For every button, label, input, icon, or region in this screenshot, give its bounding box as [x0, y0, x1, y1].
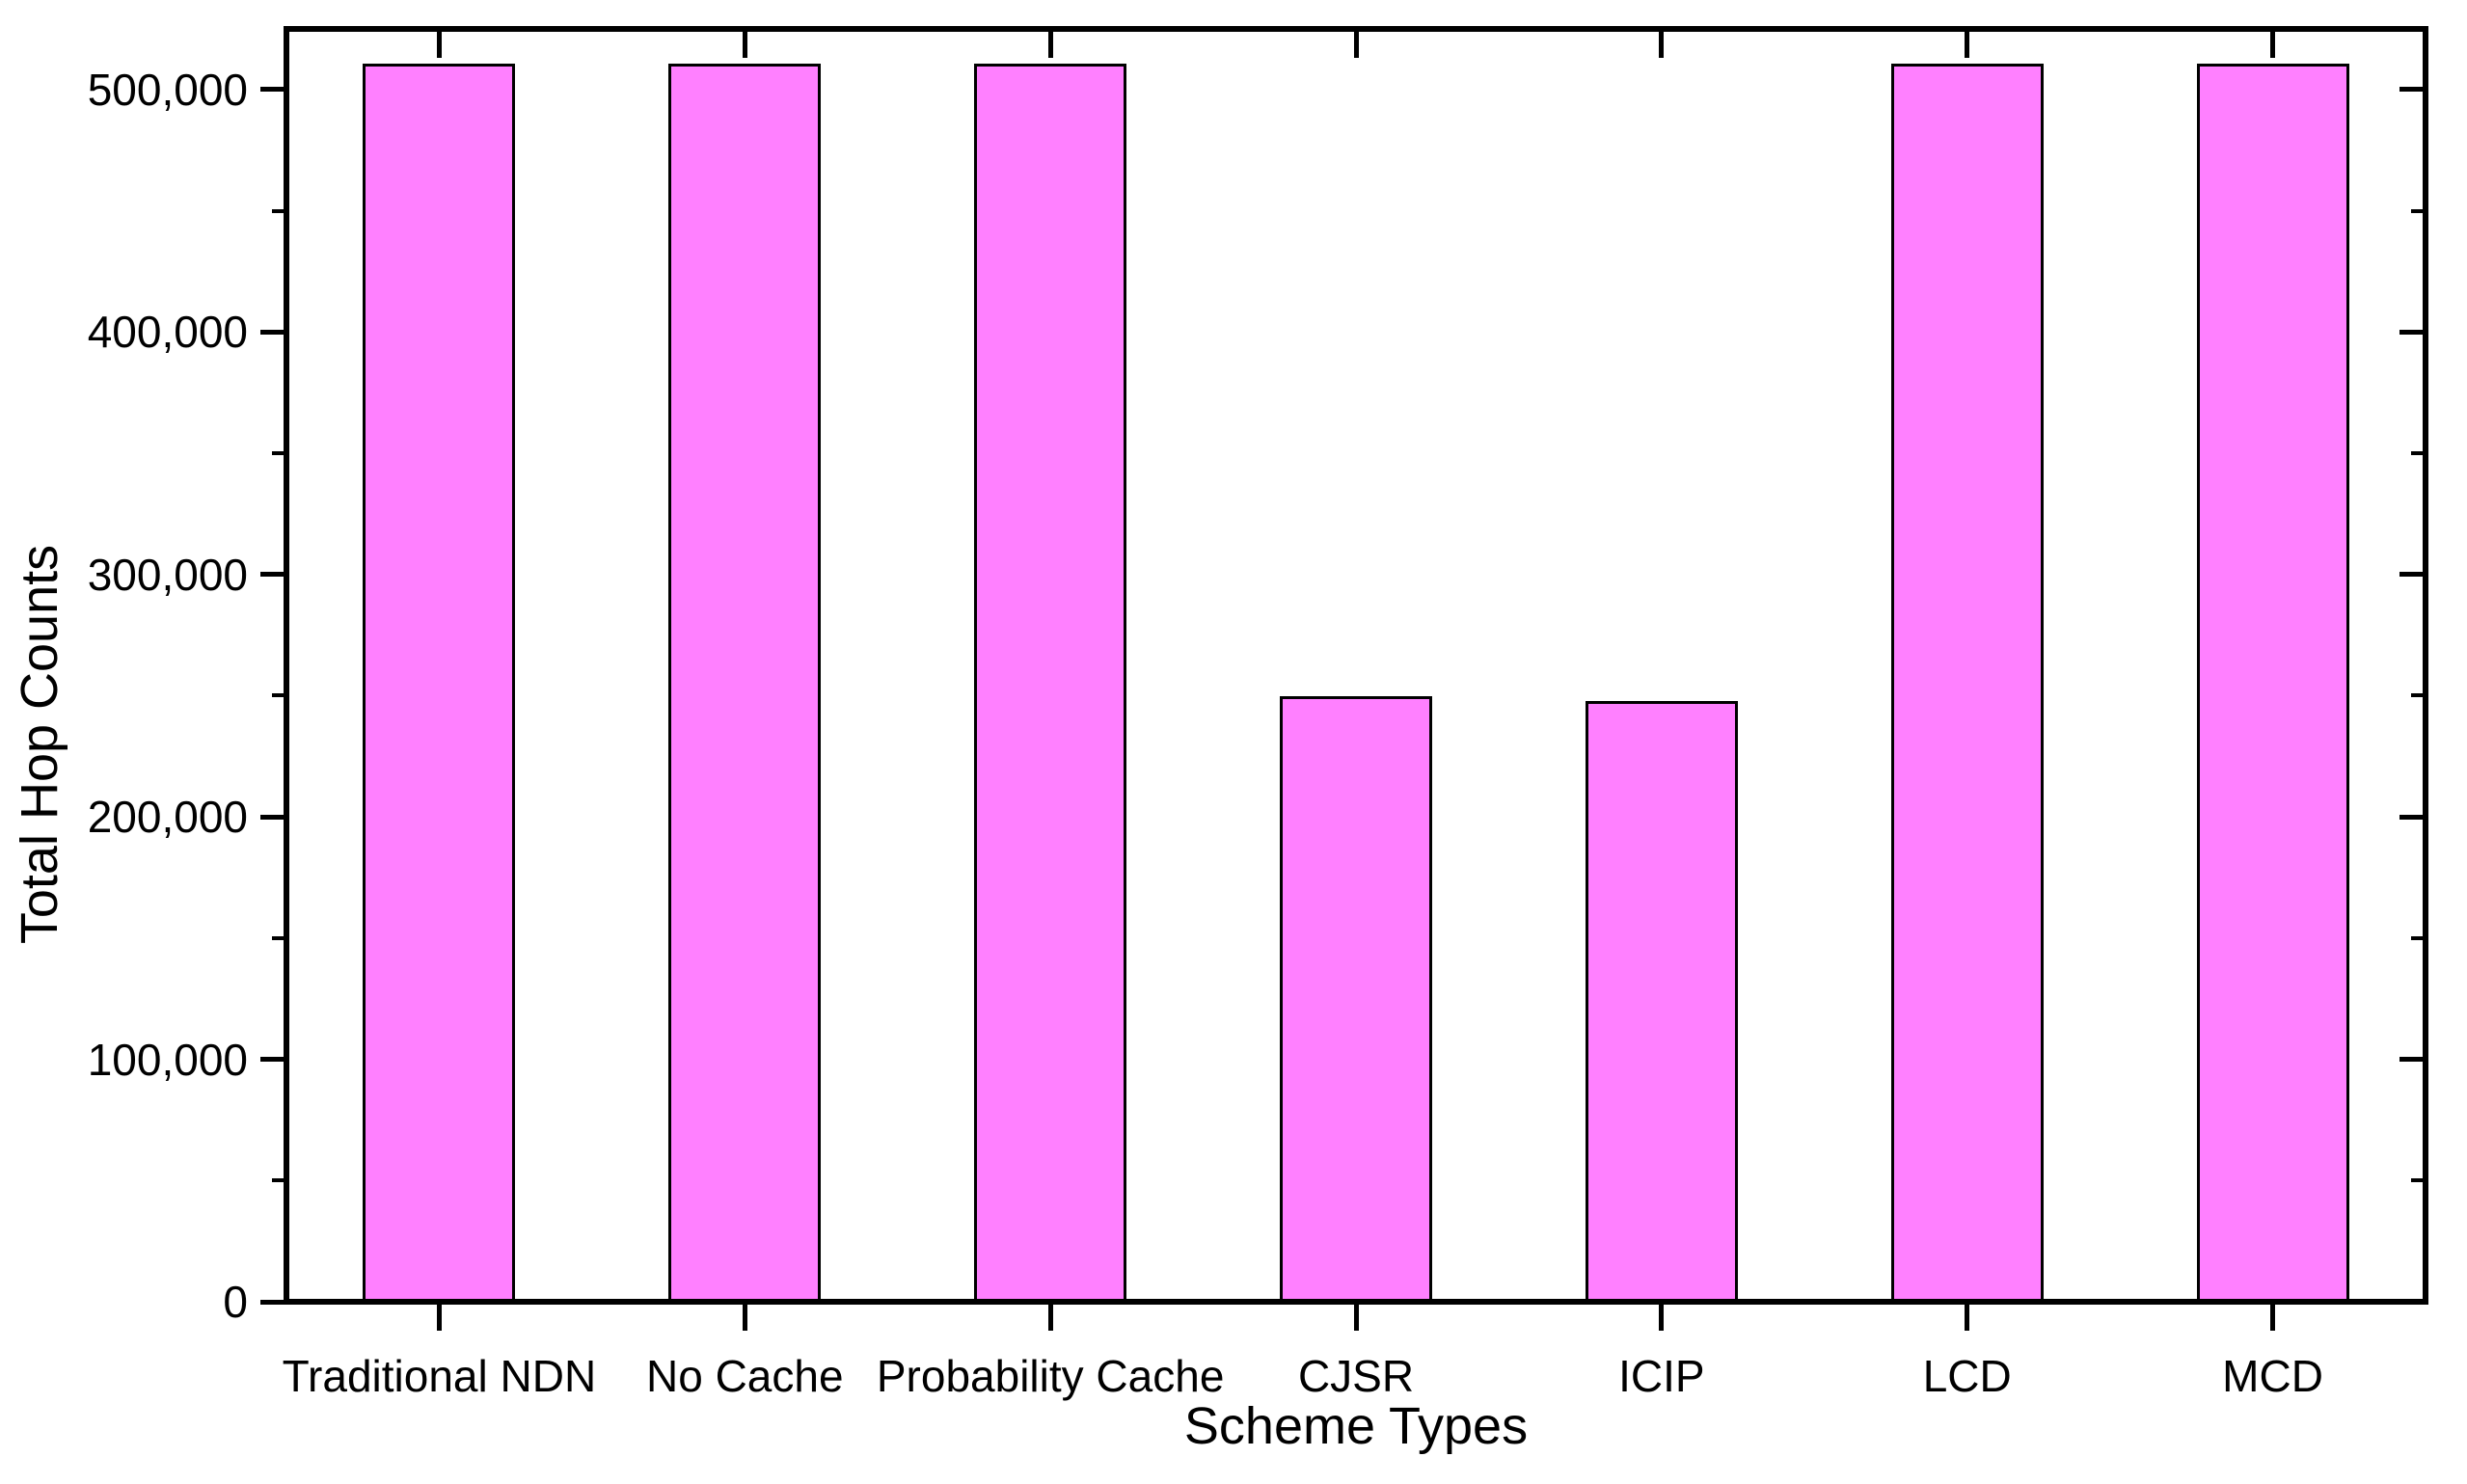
x-axis-title: Scheme Types: [1183, 1397, 1529, 1455]
x-tick-label: ICIP: [1618, 1351, 1705, 1401]
bar-lcd: [1890, 64, 2044, 1303]
bar-traditional-ndn: [363, 64, 516, 1303]
y-major-tick-right: [2399, 87, 2426, 93]
x-tick-bottom: [2270, 1305, 2276, 1331]
x-tick-label: No Cache: [646, 1351, 844, 1401]
y-minor-tick-left: [272, 451, 286, 455]
y-tick-label: 200,000: [87, 792, 248, 843]
y-minor-tick-right: [2411, 1178, 2426, 1183]
y-minor-tick-left: [272, 1178, 286, 1183]
x-tick-bottom: [1353, 1305, 1359, 1331]
x-tick-top: [1047, 32, 1053, 58]
y-minor-tick-left: [272, 208, 286, 213]
x-tick-top: [1659, 32, 1665, 58]
y-major-tick-left: [260, 87, 286, 93]
bar-probability-cache: [974, 64, 1127, 1303]
y-minor-tick-right: [2411, 208, 2426, 213]
y-tick-label: 400,000: [87, 307, 248, 358]
y-major-tick-right: [2399, 1057, 2426, 1063]
bar-icip: [1585, 701, 1738, 1303]
y-major-tick-left: [260, 1299, 286, 1305]
y-major-tick-right: [2399, 329, 2426, 335]
x-tick-top: [1353, 32, 1359, 58]
y-major-tick-left: [260, 572, 286, 578]
x-tick-label: LCD: [1922, 1351, 2012, 1401]
bar-no-cache: [668, 64, 822, 1303]
y-minor-tick-right: [2411, 451, 2426, 455]
bar-cjsr: [1280, 696, 1432, 1303]
x-tick-top: [436, 32, 442, 58]
y-major-tick-left: [260, 329, 286, 335]
x-tick-label: Probability Cache: [876, 1351, 1225, 1401]
y-minor-tick-left: [272, 693, 286, 698]
x-tick-bottom: [436, 1305, 442, 1331]
y-major-tick-left: [260, 814, 286, 820]
x-tick-bottom: [742, 1305, 747, 1331]
bar-mcd: [2196, 64, 2349, 1303]
x-tick-top: [1965, 32, 1970, 58]
x-tick-top: [742, 32, 747, 58]
x-tick-label: MCD: [2222, 1351, 2323, 1401]
x-tick-label: Traditional NDN: [282, 1351, 597, 1401]
y-major-tick-right: [2399, 814, 2426, 820]
x-tick-bottom: [1047, 1305, 1053, 1331]
x-tick-label: CJSR: [1297, 1351, 1415, 1401]
y-major-tick-left: [260, 1057, 286, 1063]
x-tick-bottom: [1965, 1305, 1970, 1331]
y-axis-title: Total Hop Counts: [11, 544, 68, 945]
x-tick-top: [2270, 32, 2276, 58]
y-tick-label: 0: [223, 1277, 248, 1327]
x-tick-bottom: [1659, 1305, 1665, 1331]
y-tick-label: 100,000: [87, 1034, 248, 1085]
y-major-tick-right: [2399, 572, 2426, 578]
y-minor-tick-right: [2411, 935, 2426, 940]
y-major-tick-right: [2399, 1299, 2426, 1305]
y-minor-tick-left: [272, 935, 286, 940]
y-tick-label: 500,000: [87, 64, 248, 115]
y-tick-label: 300,000: [87, 549, 248, 600]
y-minor-tick-right: [2411, 693, 2426, 698]
